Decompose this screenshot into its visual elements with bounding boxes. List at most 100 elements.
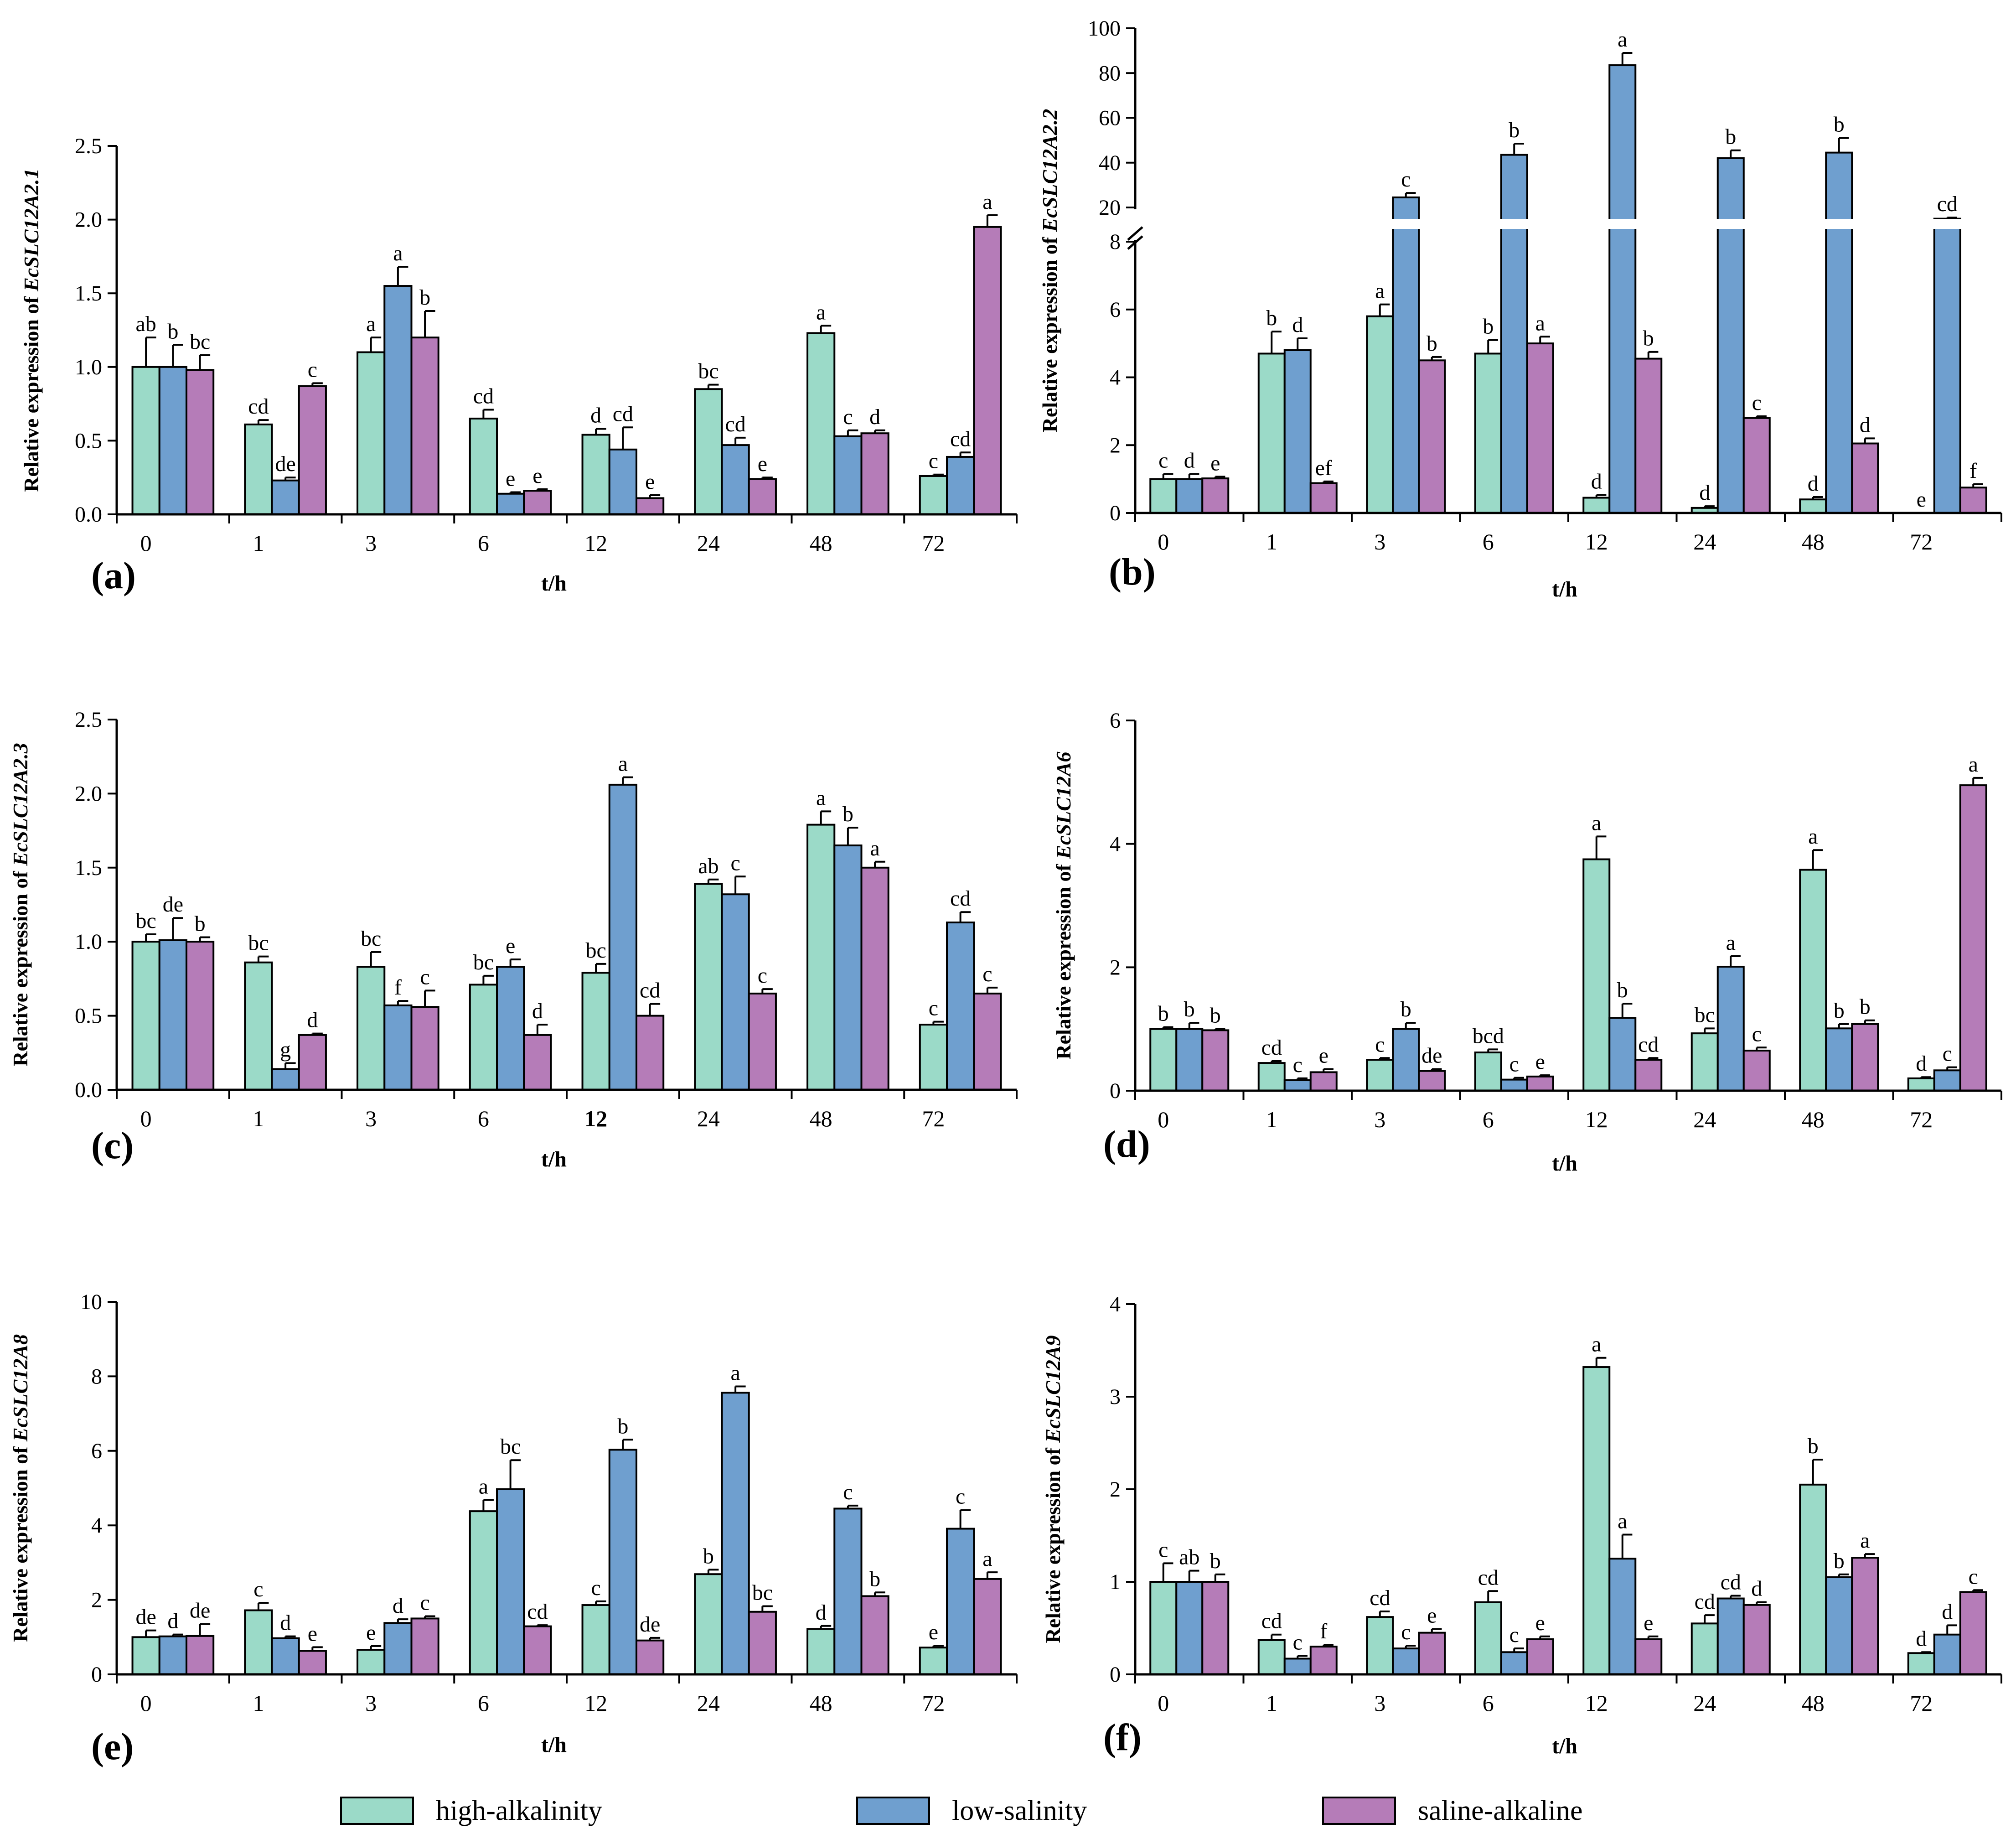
panel-f-high-alkalinity-24-sig-label: cd bbox=[1695, 1590, 1715, 1614]
panel-f-saline-alkaline-72-sig-label: c bbox=[1969, 1564, 1978, 1589]
panel-a-high-alkalinity-48-bar bbox=[806, 332, 836, 515]
panel-d-panel-label: (d) bbox=[1103, 1123, 1150, 1165]
panel-d-low-salinity-3-sig-label: b bbox=[1401, 997, 1411, 1021]
panel-f-low-salinity-48-sig-label: b bbox=[1834, 1549, 1845, 1573]
panel-a-high-alkalinity-0-sig-label: ab bbox=[135, 312, 156, 336]
panel-e-high-alkalinity-1-sig-label: c bbox=[253, 1577, 263, 1601]
panel-f-x-tick-label-1: 1 bbox=[1266, 1690, 1277, 1716]
panel-d-saline-alkaline-1-sig-label: e bbox=[1319, 1044, 1328, 1068]
panel-f-low-salinity-3-bar bbox=[1392, 1647, 1420, 1675]
panel-c-y-tick-label-1: 0.5 bbox=[75, 1004, 102, 1028]
panel-d-saline-alkaline-48-sig-label: b bbox=[1860, 995, 1871, 1019]
panel-b-high-alkalinity-6-bar bbox=[1474, 352, 1502, 514]
panel-d-saline-alkaline-0-sig-label: b bbox=[1210, 1004, 1221, 1028]
panel-e-high-alkalinity-6-sig-label: a bbox=[479, 1475, 488, 1499]
panel-b-high-alkalinity-48-sig-label: d bbox=[1808, 471, 1819, 496]
panel-a-high-alkalinity-72-bar bbox=[919, 475, 948, 516]
panel-c-saline-alkaline-6-bar bbox=[523, 1034, 552, 1091]
panel-c-high-alkalinity-0-sig-label: bc bbox=[135, 909, 156, 933]
panel-d-saline-alkaline-12-sig-label: cd bbox=[1638, 1032, 1659, 1057]
panel-f-saline-alkaline-1-sig-label: f bbox=[1320, 1619, 1327, 1643]
panel-f-low-salinity-72-sig-label: d bbox=[1942, 1600, 1953, 1624]
panel-f-saline-alkaline-12-bar bbox=[1634, 1638, 1663, 1676]
panel-d-y-axis-label-gene: EcSLC12A6 bbox=[1052, 751, 1075, 859]
panel-c-high-alkalinity-1-sig-label: bc bbox=[248, 931, 269, 955]
panel-c-x-tick-label-1: 1 bbox=[253, 1106, 264, 1131]
panel-d-high-alkalinity-24-sig-label: bc bbox=[1695, 1003, 1715, 1027]
panel-f-high-alkalinity-12-bar bbox=[1582, 1366, 1611, 1676]
panel-d-high-alkalinity-6-bar bbox=[1474, 1051, 1502, 1092]
panel-d-y-tick-label-3: 6 bbox=[1110, 709, 1121, 733]
panel-a-x-tick-label-6: 6 bbox=[478, 530, 489, 556]
panel-b-saline-alkaline-6-sig-label: a bbox=[1535, 311, 1545, 335]
panel-a-low-salinity-72-bar bbox=[946, 456, 975, 516]
panel-c-low-salinity-3-sig-label: f bbox=[394, 975, 402, 1000]
panel-a-y-tick-label-3: 1.5 bbox=[75, 281, 102, 306]
panel-b-panel-label: (b) bbox=[1109, 551, 1156, 593]
panel-c-low-salinity-1-sig-label: g bbox=[280, 1038, 291, 1062]
panel-b-saline-alkaline-0-bar bbox=[1201, 477, 1230, 514]
panel-d-high-alkalinity-1-bar bbox=[1257, 1062, 1286, 1092]
panel-e-x-tick-label-0: 0 bbox=[140, 1690, 152, 1716]
panel-e-high-alkalinity-24-bar bbox=[694, 1573, 723, 1676]
panel-b-low-salinity-0-sig-label: d bbox=[1184, 448, 1195, 472]
panel-f-saline-alkaline-24-bar bbox=[1742, 1604, 1771, 1675]
panel-a-x-tick-label-12: 12 bbox=[584, 530, 607, 556]
panel-a-x-tick-label-0: 0 bbox=[140, 530, 152, 556]
panel-b-low-salinity-3-bar bbox=[1392, 196, 1420, 514]
panel-f-saline-alkaline-48-bar bbox=[1851, 1557, 1879, 1675]
panel-c-x-tick-label-48: 48 bbox=[810, 1106, 832, 1131]
panel-f-low-salinity-1-sig-label: c bbox=[1293, 1630, 1303, 1654]
panel-d-y-axis-label-prefix: Relative expression of bbox=[1052, 859, 1075, 1060]
panel-a-low-salinity-12-sig-label: cd bbox=[613, 402, 633, 426]
panel-d-high-alkalinity-1-sig-label: cd bbox=[1261, 1036, 1282, 1060]
panel-f-saline-alkaline-72-bar bbox=[1959, 1591, 1987, 1676]
panel-c-low-salinity-48-bar bbox=[833, 844, 863, 1091]
panel-d-low-salinity-24-sig-label: a bbox=[1726, 931, 1736, 955]
panel-f-y-tick-label-4: 4 bbox=[1110, 1292, 1121, 1316]
panel-b-x-tick-label-0: 0 bbox=[1158, 529, 1169, 554]
panel-a-saline-alkaline-0-sig-label: bc bbox=[190, 330, 210, 354]
panel-c-low-salinity-24-sig-label: c bbox=[730, 851, 740, 875]
panel-f-y-axis-label: Relative expression of EcSLC12A9 bbox=[1041, 1335, 1065, 1643]
panel-c-saline-alkaline-3-sig-label: c bbox=[420, 965, 429, 989]
panel-c-low-salinity-12-bar bbox=[608, 783, 637, 1091]
panel-c-saline-alkaline-24-sig-label: c bbox=[758, 963, 767, 988]
panel-f-x-tick-label-0: 0 bbox=[1158, 1690, 1169, 1716]
panel-a-y-axis-label-prefix: Relative expression of bbox=[20, 291, 43, 492]
panel-c-x-tick-label-3: 3 bbox=[365, 1106, 377, 1131]
panel-d-high-alkalinity-12-bar bbox=[1582, 858, 1611, 1092]
panel-b-high-alkalinity-24-sig-label: d bbox=[1699, 481, 1710, 505]
panel-d-y-tick-label-1: 2 bbox=[1110, 955, 1121, 979]
panel-a-low-salinity-48-sig-label: c bbox=[843, 405, 853, 429]
panel-f-low-salinity-6-sig-label: c bbox=[1509, 1623, 1519, 1647]
panel-f-y-tick-label-0: 0 bbox=[1110, 1663, 1121, 1687]
panel-f-high-alkalinity-72-sig-label: d bbox=[1916, 1626, 1927, 1651]
panel-c-y-tick-label-3: 1.5 bbox=[75, 856, 102, 880]
panel-e-x-axis-label: t/h bbox=[541, 1733, 567, 1757]
panel-d-low-salinity-6-sig-label: c bbox=[1509, 1052, 1519, 1077]
panel-c-y-axis-label: Relative expression of EcSLC12A2.3 bbox=[9, 743, 32, 1067]
panel-e-saline-alkaline-0-sig-label: de bbox=[190, 1599, 210, 1623]
panel-c-low-salinity-1-bar bbox=[271, 1068, 300, 1091]
panel-d-low-salinity-6-bar bbox=[1500, 1078, 1528, 1092]
panel-a-saline-alkaline-48-bar bbox=[860, 432, 889, 515]
panel-f-saline-alkaline-24-sig-label: d bbox=[1751, 1577, 1762, 1601]
panel-b-axis-break-band bbox=[1138, 219, 2004, 229]
panel-a-y-tick-label-0: 0.0 bbox=[75, 502, 102, 527]
panel-f-y-tick-label-1: 1 bbox=[1110, 1570, 1121, 1594]
panel-b-high-alkalinity-3-bar bbox=[1366, 315, 1394, 514]
panel-a-low-salinity-12-bar bbox=[608, 448, 637, 515]
panel-c-x-tick-label-6: 6 bbox=[478, 1106, 489, 1131]
panel-f-saline-alkaline-6-bar bbox=[1526, 1638, 1554, 1676]
panel-b-y-tick-label-8: 8 bbox=[1110, 230, 1121, 254]
panel-c-high-alkalinity-48-sig-label: a bbox=[816, 786, 826, 810]
panel-e-high-alkalinity-24-sig-label: b bbox=[703, 1544, 714, 1568]
panel-d-low-salinity-48-bar bbox=[1825, 1027, 1853, 1092]
panel-a-saline-alkaline-6-bar bbox=[523, 490, 552, 515]
panel-a-low-salinity-0-bar bbox=[158, 366, 187, 515]
panel-a-y-axis-label-gene: EcSLC12A2.1 bbox=[20, 168, 43, 292]
panel-d-low-salinity-72-sig-label: c bbox=[1943, 1042, 1952, 1066]
panel-a-x-tick-label-72: 72 bbox=[922, 530, 945, 556]
